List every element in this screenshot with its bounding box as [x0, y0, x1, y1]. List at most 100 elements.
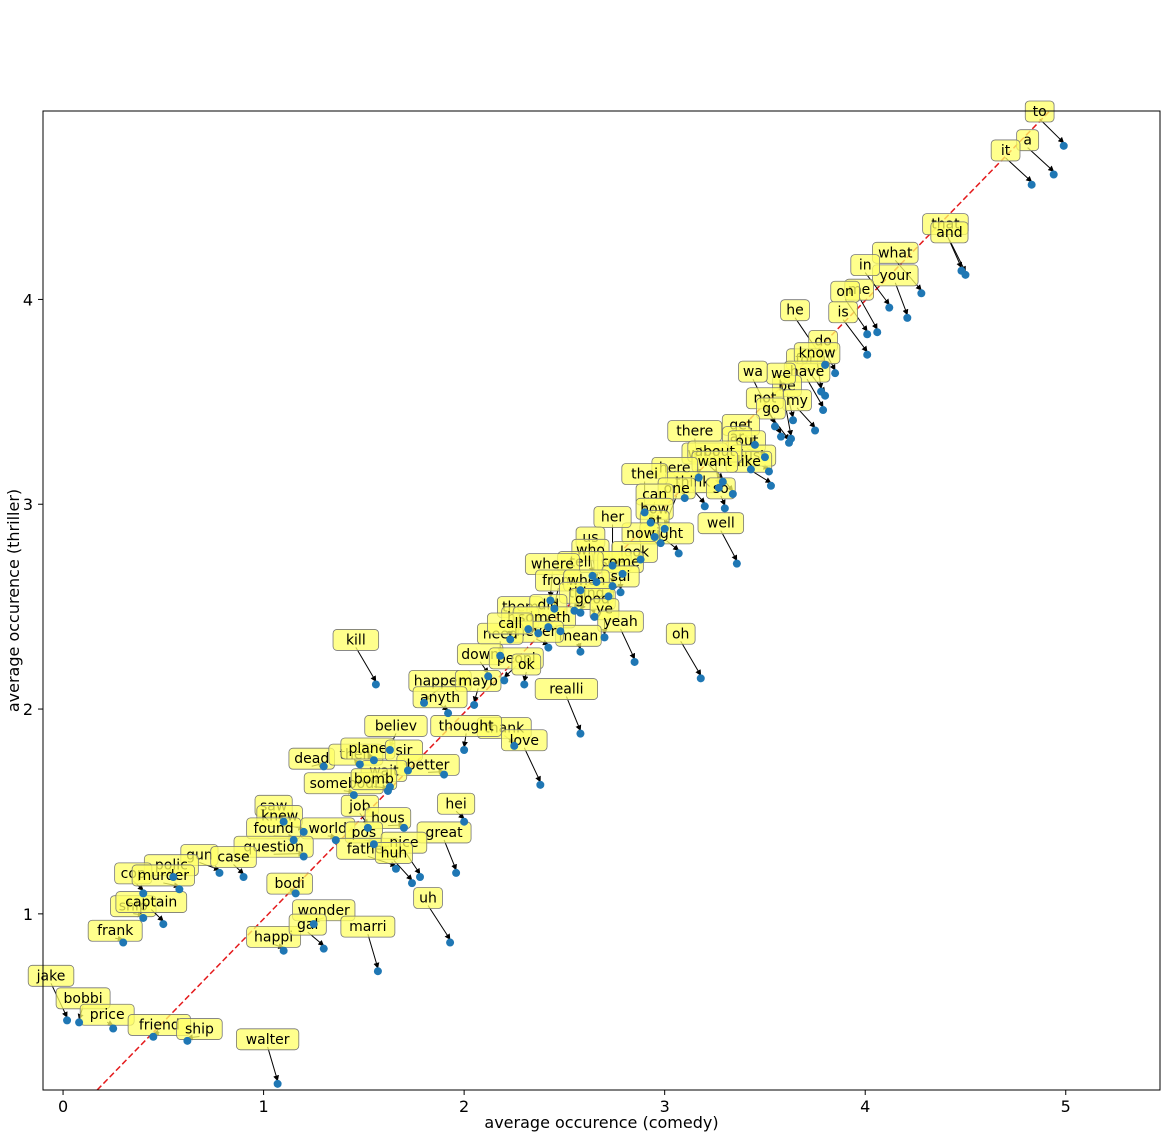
data-point [760, 453, 769, 462]
data-point [650, 533, 659, 542]
point-annotation: go [756, 397, 786, 420]
point-annotation: now [621, 522, 660, 545]
annotation-label: found [254, 821, 294, 837]
data-point [700, 502, 709, 511]
annotation-label: believ [375, 718, 417, 734]
data-point [484, 672, 493, 681]
point-annotation: murder [131, 864, 195, 887]
point-annotation: bodi [266, 872, 313, 895]
data-point [588, 571, 597, 580]
data-point [819, 406, 828, 415]
axis-ticks: 0 1 2 3 4 5 1 2 3 4 [23, 290, 1071, 1116]
data-point [371, 680, 380, 689]
annotation-label: plane [348, 741, 387, 757]
annotation-box [131, 864, 195, 887]
annotation-label: it [1001, 143, 1011, 159]
data-point [331, 836, 340, 845]
point-annotation: ok [511, 653, 542, 676]
data-point [766, 481, 775, 490]
annotation-label: there [676, 424, 713, 440]
point-annotation: found [246, 817, 302, 840]
point-annotation: believ [364, 715, 428, 737]
point-annotation: oh [665, 622, 696, 645]
data-point [903, 313, 912, 322]
annotation-label: where [531, 557, 574, 573]
data-point [590, 612, 599, 621]
point-annotation: friend [127, 1014, 191, 1036]
annotation-box [288, 913, 327, 936]
data-point [656, 539, 665, 548]
annotation-label: price [90, 1007, 125, 1023]
point-annotation: captain [115, 891, 188, 913]
data-point [550, 604, 559, 613]
data-point [319, 762, 328, 771]
annotation-label: happen [414, 673, 467, 689]
annotation-label: captain [125, 895, 177, 911]
data-point [460, 817, 469, 826]
annotation-box [872, 241, 919, 264]
data-point [109, 1024, 118, 1033]
point-annotation: yeah [597, 610, 644, 633]
data-point [640, 508, 649, 517]
annotation-arrow [565, 696, 582, 732]
annotation-arrow [894, 282, 909, 316]
data-point [576, 608, 585, 617]
point-annotation: know [793, 342, 841, 365]
annotation-label: my [786, 393, 808, 409]
data-point [416, 872, 425, 881]
annotation-label: what [878, 245, 913, 261]
annotation-arrow [367, 934, 380, 969]
point-annotation: ship [176, 1018, 223, 1040]
data-point [506, 635, 515, 644]
data-point [169, 872, 178, 881]
data-point [714, 483, 723, 492]
point-annotation: uh [413, 887, 443, 909]
data-point [770, 422, 779, 431]
data-point [299, 852, 308, 861]
data-point [309, 920, 318, 929]
annotation-label: uh [419, 890, 437, 906]
data-point [576, 729, 585, 738]
data-point [239, 872, 248, 881]
data-point [149, 1032, 158, 1041]
data-point [500, 676, 509, 685]
data-point [520, 680, 529, 689]
data-point [608, 582, 617, 591]
data-point [273, 1079, 282, 1088]
point-annotation: on [830, 280, 860, 303]
data-point [750, 440, 759, 449]
data-point [369, 756, 378, 765]
data-point [444, 709, 453, 718]
x-tick-label: 4 [860, 1097, 870, 1116]
annotation-arrow [858, 296, 878, 330]
annotation-box [266, 872, 313, 895]
annotation-label: great [426, 825, 464, 841]
point-annotation: in [850, 254, 881, 277]
data-point [785, 438, 794, 447]
data-point [119, 938, 128, 947]
annotation-arrow [720, 530, 738, 562]
data-point [291, 889, 300, 898]
plot-area [42, 110, 1161, 1091]
data-point [279, 946, 288, 955]
annotation-label: jake [36, 968, 66, 984]
data-point [159, 920, 168, 929]
annotation-label: realli [549, 682, 583, 698]
annotation-box [511, 653, 542, 676]
annotation-label: happi [254, 929, 293, 945]
data-point [279, 817, 288, 826]
annotation-box [210, 846, 257, 868]
annotation-arrow [1005, 157, 1033, 183]
annotation-arrow [620, 628, 636, 660]
data-point [175, 885, 184, 894]
annotation-label: murder [138, 868, 190, 884]
annotation-label: dead [294, 751, 329, 767]
x-tick-label: 3 [660, 1097, 670, 1116]
annotation-box [487, 612, 534, 635]
point-annotation: my [782, 389, 812, 412]
point-annotation: walter [236, 1028, 300, 1051]
data-point [524, 625, 533, 634]
data-point [289, 836, 298, 845]
annotation-label: want [698, 454, 733, 470]
